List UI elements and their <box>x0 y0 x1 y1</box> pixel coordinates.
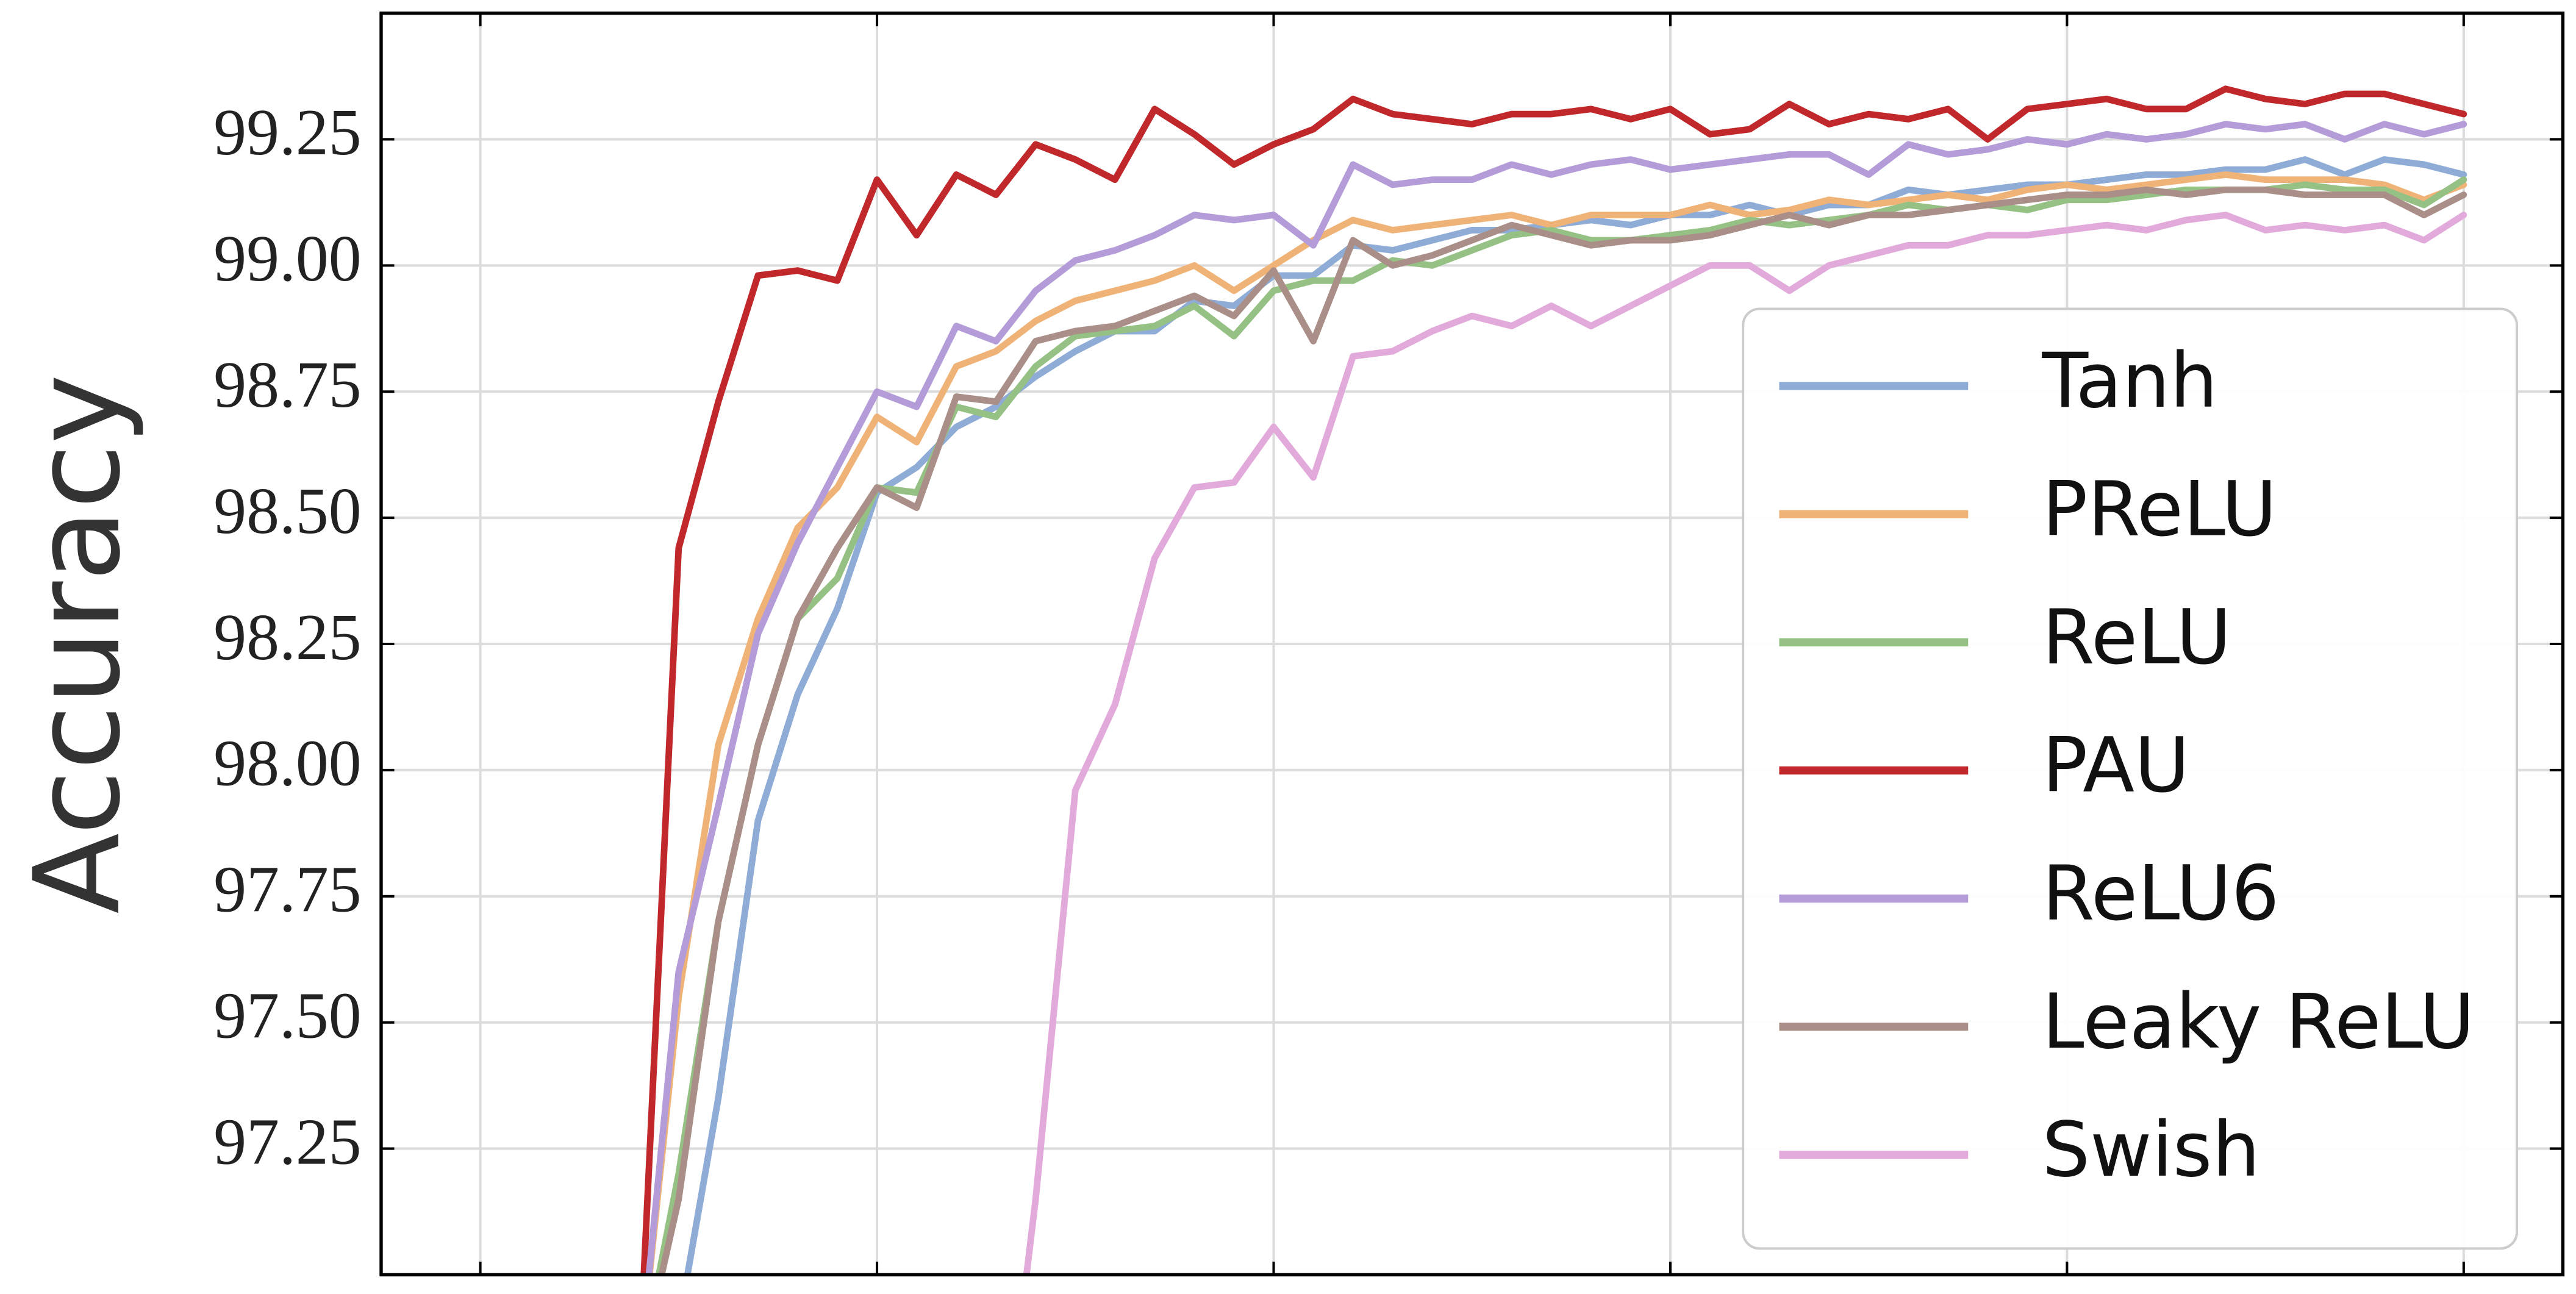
y-tick-label: 98.50 <box>213 475 361 548</box>
ticks: 97.25 97.50 97.75 98.00 98.25 98.50 98.75 99.00… <box>213 13 2563 1275</box>
legend-label: Swish <box>2042 1106 2260 1194</box>
legend-label: PReLU <box>2042 465 2277 553</box>
y-tick-label: 97.25 <box>213 1106 361 1178</box>
series-line <box>1023 212 2467 1275</box>
series-line <box>640 85 2467 1275</box>
y-tick-label: 98.25 <box>213 601 361 674</box>
y-tick-label: 98.00 <box>213 727 361 800</box>
legend-label: PAU <box>2042 722 2189 810</box>
y-tick-label: 97.50 <box>213 979 361 1052</box>
y-tick-label: 99.00 <box>213 223 361 295</box>
legend-label: ReLU <box>2042 593 2231 681</box>
series-line <box>646 171 2467 1275</box>
legend: Tanh PReLU ReLU PAU ReLU6 Leaky ReLU Swish <box>1742 307 2519 1250</box>
legend-label: Tanh <box>2041 337 2217 425</box>
legend-label: Leaky ReLU <box>2042 978 2474 1066</box>
series-line <box>658 186 2467 1275</box>
legend-label: ReLU6 <box>2042 850 2279 938</box>
y-axis-label: Accuracy <box>9 374 146 913</box>
y-tick-label: 98.75 <box>213 349 361 421</box>
series-line <box>645 121 2467 1275</box>
y-tick-label: 97.75 <box>213 854 361 926</box>
legend-box <box>1742 307 2519 1250</box>
plot-lines <box>640 85 2467 1275</box>
y-tick-label: 99.25 <box>213 96 361 169</box>
